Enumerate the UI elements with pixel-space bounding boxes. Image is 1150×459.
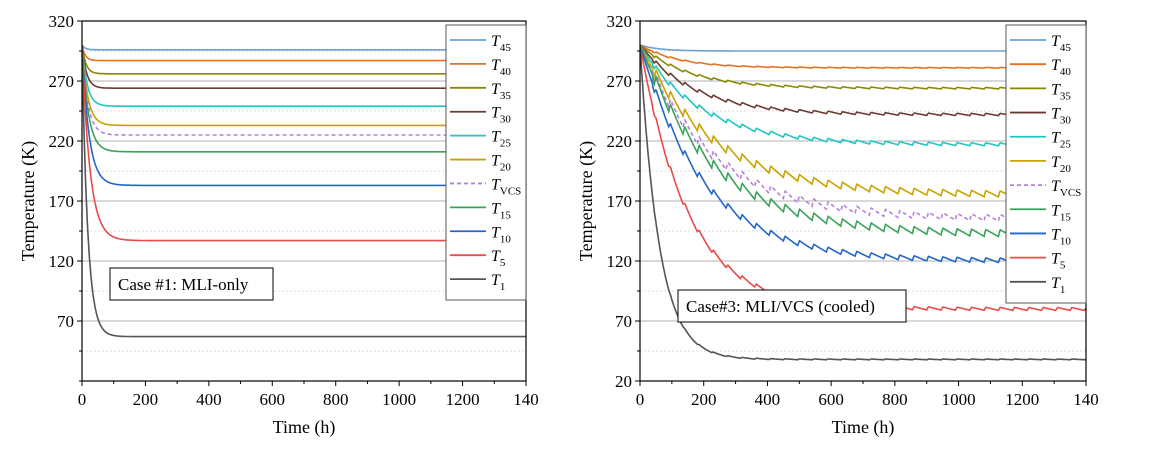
- case3-xtick-label: 400: [755, 390, 781, 409]
- case3-ytick-label: 170: [607, 192, 633, 211]
- chart-case3-svg: 20 70 120 170 220 270 320 0 200 400 600 800 1000 1200…: [576, 12, 1099, 438]
- case3-ytick-label: 270: [607, 72, 633, 91]
- case1-xtick-label: 400: [196, 390, 222, 409]
- case3-ytick-label: 70: [615, 312, 632, 331]
- case3-series-TVCS: [640, 44, 1086, 223]
- case3-xtick-label: 1200: [1005, 390, 1039, 409]
- case1-ytick-label: 220: [49, 132, 75, 151]
- case1-ytick-label: 120: [49, 252, 75, 271]
- case1-ytick-label: 170: [49, 192, 75, 211]
- case1-xlabel: Time (h): [273, 417, 336, 438]
- case1-xtick-label: 800: [323, 390, 349, 409]
- case3-legend-box: [1005, 24, 1087, 304]
- case1-annotation: Case #1: MLI-only: [109, 267, 274, 301]
- case1-xtick-label: 1000: [382, 390, 416, 409]
- case1-xtick-label: 0: [78, 390, 87, 409]
- case1-xtick-label: 200: [133, 390, 159, 409]
- case3-annotation-box: [677, 289, 907, 323]
- case1-xtick-label: 600: [260, 390, 286, 409]
- case3-series-T1: [640, 44, 1086, 361]
- case1-ytick-label: 70: [57, 312, 74, 331]
- chart-case3: 20 70 120 170 220 270 320 0 200 400 600 800 1000 1200…: [575, 0, 1150, 454]
- case1-annotation-text: Case #1: MLI-only: [118, 275, 249, 294]
- case3-ytick-label: 120: [607, 252, 633, 271]
- case3-xtick-label: 1000: [942, 390, 976, 409]
- case1-legend-box: [445, 24, 527, 301]
- case3-ytick-label: 220: [607, 132, 633, 151]
- case1-ytick-label: 320: [49, 12, 75, 31]
- case3-annotation-text: Case#3: MLI/VCS (cooled): [686, 297, 875, 316]
- case1-annotation-box: [109, 267, 274, 301]
- case1-xtick-label: 1200: [446, 390, 480, 409]
- case1-series-T1: [82, 44, 526, 338]
- case1-ylabel: Temperature (K): [18, 141, 39, 261]
- case3-xtick-label: 140: [1073, 390, 1099, 409]
- case3-ylabel: Temperature (K): [576, 141, 597, 261]
- case3-xtick-label: 200: [691, 390, 717, 409]
- case3-xlabel: Time (h): [832, 417, 895, 438]
- chart-case1: 70 120 170 220 270 320 0 200 400 600 800 1000 1200 14…: [0, 0, 575, 454]
- case3-xtick-label: 600: [818, 390, 844, 409]
- case3-xtick-label: 800: [882, 390, 908, 409]
- case3-ytick-label: 20: [615, 372, 632, 391]
- case1-ytick-label: 270: [49, 72, 75, 91]
- chart-case1-svg: 70 120 170 220 270 320 0 200 400 600 800 1000 1200 14…: [18, 12, 539, 438]
- case3-xtick-label: 0: [636, 390, 645, 409]
- case3-ytick-label: 320: [607, 12, 633, 31]
- case3-annotation: Case#3: MLI/VCS (cooled): [677, 289, 907, 323]
- case1-xtick-label: 140: [513, 390, 539, 409]
